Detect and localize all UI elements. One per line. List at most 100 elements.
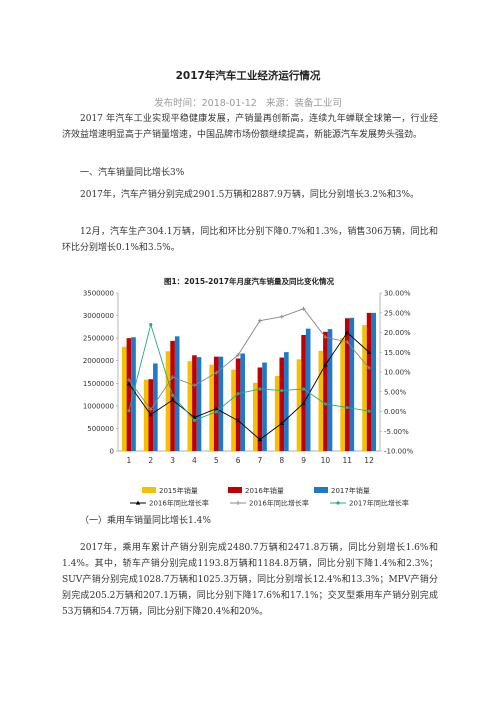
- point-marker: [301, 306, 306, 311]
- left-tick-label: 3000000: [83, 312, 114, 320]
- x-tick-label: 9: [301, 456, 306, 465]
- chart-title: 图1：2015-2017年月度汽车销量及同比变化情况: [164, 276, 335, 286]
- series-line: [128, 308, 370, 411]
- bar: [340, 338, 345, 451]
- x-tick-label: 10: [321, 456, 331, 465]
- point-marker: [236, 392, 240, 396]
- passenger-car-paragraph: 2017年，乘用车累计产销分别完成2480.7万辆和2471.8万辆，同比分别增…: [62, 543, 438, 617]
- point-marker: [280, 388, 284, 393]
- line-series-1: [126, 306, 372, 412]
- legend-label: 2016年同比增长率: [149, 499, 209, 508]
- bar: [192, 355, 197, 451]
- bar: [253, 382, 258, 451]
- bar: [153, 363, 158, 451]
- left-tick-label: 0: [110, 448, 114, 456]
- right-tick-label: -10.00%: [384, 448, 414, 456]
- bar: [165, 351, 171, 451]
- bar: [274, 376, 280, 451]
- x-tick-label: 12: [364, 456, 374, 465]
- bar: [213, 356, 219, 451]
- sales-chart: 图1：2015-2017年月度汽车销量及同比变化情况 0 500000 1000000…: [62, 275, 438, 490]
- left-tick-label: 500000: [87, 425, 114, 433]
- right-tick-label: 15.00%: [384, 349, 411, 357]
- bar: [366, 312, 372, 451]
- legend-swatch: [314, 487, 328, 493]
- point-marker: [236, 353, 241, 358]
- bar: [143, 379, 149, 451]
- point-marker: [279, 314, 284, 319]
- point-marker: [367, 409, 371, 413]
- publish-date: 发布时间：2018-01-12: [154, 98, 257, 109]
- point-marker: [126, 377, 131, 382]
- point-marker: [214, 406, 219, 411]
- point-marker: [170, 397, 175, 402]
- bar: [284, 352, 289, 451]
- bar: [257, 367, 263, 451]
- x-tick-label: 3: [170, 456, 175, 465]
- point-marker: [170, 375, 175, 380]
- point-marker: [258, 387, 262, 391]
- legend-label: 2015年销量: [159, 486, 198, 495]
- point-marker: [214, 370, 219, 375]
- legend-marker: [135, 500, 141, 505]
- legend-swatch: [228, 487, 242, 493]
- bar: [126, 338, 132, 451]
- point-marker: [192, 418, 197, 422]
- point-marker: [301, 400, 306, 405]
- point-marker: [149, 323, 153, 327]
- bar: [231, 369, 236, 451]
- annual-paragraph: 2017年，汽车产销分别完成2901.5万辆和2887.9万辆，同比分别增长3.…: [80, 190, 420, 200]
- right-tick-label: 30.00%: [384, 290, 411, 298]
- left-tick-label: 2000000: [83, 357, 114, 365]
- legend-label: 2016年同比增长率: [249, 499, 309, 508]
- bar: [122, 346, 127, 451]
- right-tick-label: 10.00%: [384, 369, 411, 377]
- line-series-0: [126, 330, 372, 442]
- x-tick-label: 8: [279, 456, 284, 465]
- legend-swatch: [142, 487, 156, 493]
- point-marker: [148, 407, 153, 412]
- subsection-heading: （一）乘用车销量同比增长1.4%: [80, 516, 211, 526]
- x-tick-label: 11: [342, 456, 352, 465]
- point-marker: [170, 393, 175, 397]
- point-marker: [345, 405, 349, 410]
- right-tick-label: 0.00%: [384, 408, 407, 416]
- december-paragraph: 12月，汽车生产304.1万辆，同比和环比分别下降0.7%和1.3%，销售306…: [62, 227, 438, 253]
- bar: [196, 357, 202, 451]
- page-title: 2017年汽车工业经济运行情况: [175, 70, 321, 82]
- bar: [362, 325, 367, 451]
- source-label: 来源：装备工业司: [265, 98, 342, 109]
- point-marker: [301, 387, 306, 391]
- point-marker: [257, 318, 262, 323]
- left-tick-label: 2500000: [83, 335, 114, 343]
- left-tick-label: 3500000: [83, 290, 114, 298]
- point-marker: [192, 415, 197, 420]
- intro-paragraph: 2017 年汽车工业实现平稳健康发展，产销量再创新高，连续九年蝉联全球第一，行业…: [62, 114, 438, 140]
- left-tick-label: 1000000: [83, 402, 114, 410]
- x-tick-label: 4: [192, 456, 197, 465]
- x-tick-label: 2: [148, 456, 153, 465]
- point-marker: [279, 420, 284, 425]
- point-marker: [366, 349, 372, 354]
- chart-svg: 图1：2015-2017年月度汽车销量及同比变化情况 0 500000 1000000…: [83, 276, 414, 465]
- bar: [174, 336, 180, 451]
- right-tick-label: 20.00%: [384, 329, 411, 337]
- bar: [296, 359, 302, 451]
- chart-legend: 2015年销量 2016年销量 2017年销量 2016年同比增长率 2016年同比增长…: [62, 485, 438, 509]
- bar: [209, 364, 214, 451]
- point-marker: [192, 383, 197, 388]
- article-meta: 发布时间：2018-01-12 来源：装备工业司: [0, 95, 496, 109]
- bar: [301, 334, 306, 451]
- right-tick-label: 5.00%: [384, 388, 407, 396]
- point-marker: [367, 366, 372, 371]
- bar: [305, 328, 311, 451]
- x-tick-label: 5: [214, 456, 219, 465]
- bar: [235, 358, 241, 451]
- legend-svg: 2015年销量 2016年销量 2017年销量 2016年同比增长率 2016年同比增长…: [130, 486, 409, 508]
- legend-marker: [336, 501, 340, 505]
- bar: [218, 356, 224, 451]
- legend-label: 2016年销量: [245, 486, 284, 495]
- point-marker: [345, 339, 350, 344]
- line-series-2: [127, 322, 371, 422]
- point-marker: [257, 437, 263, 442]
